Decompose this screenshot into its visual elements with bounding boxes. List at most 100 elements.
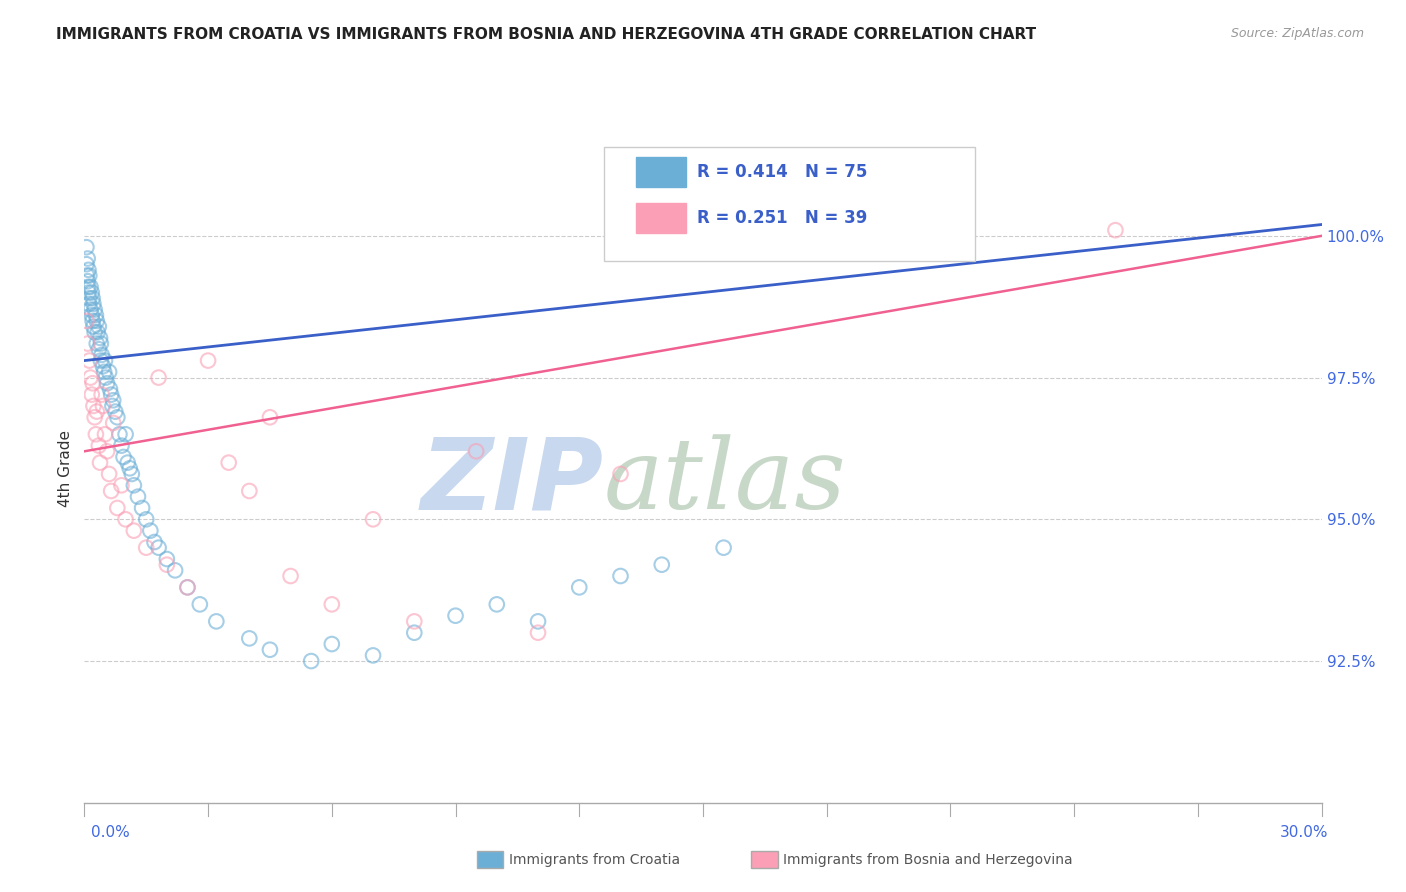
Point (98, 382, 121, 396)
Point (100, 387, 122, 401)
Text: Source: ZipAtlas.com: Source: ZipAtlas.com (1230, 27, 1364, 40)
Point (91, 399, 114, 413)
Point (94, 427, 117, 442)
Point (156, 552, 179, 566)
Point (280, 569, 302, 583)
Text: IMMIGRANTS FROM CROATIA VS IMMIGRANTS FROM BOSNIA AND HERZEGOVINA 4TH GRADE CORR: IMMIGRANTS FROM CROATIA VS IMMIGRANTS FR… (56, 27, 1036, 42)
Point (83, 302, 105, 317)
Point (527, 615, 550, 629)
Point (117, 456, 139, 470)
Point (86, 325, 108, 339)
Point (91, 359, 114, 374)
Point (90, 348, 112, 362)
Point (77, 263, 100, 277)
Text: 30.0%: 30.0% (1281, 825, 1329, 840)
Point (83, 325, 105, 339)
Point (205, 615, 228, 629)
Text: ZIP: ZIP (420, 434, 605, 530)
Point (104, 404, 127, 418)
Point (103, 416, 125, 430)
Point (148, 541, 170, 555)
Point (79, 370, 101, 384)
Point (89, 331, 111, 345)
Point (299, 654, 322, 668)
Point (165, 563, 187, 577)
Point (75, 257, 97, 271)
Point (77, 280, 100, 294)
Point (651, 558, 673, 572)
Point (103, 393, 125, 408)
Point (79, 291, 101, 305)
Point (82, 291, 104, 305)
Point (139, 524, 162, 538)
Point (361, 512, 384, 526)
FancyBboxPatch shape (605, 147, 976, 261)
Point (197, 353, 219, 368)
Point (80, 308, 103, 322)
Text: atlas: atlas (605, 434, 846, 529)
Point (75, 240, 97, 254)
Point (105, 500, 128, 515)
Point (96, 444, 118, 458)
FancyBboxPatch shape (636, 157, 686, 187)
Point (122, 524, 145, 538)
Point (114, 427, 136, 442)
Point (713, 541, 735, 555)
Point (82, 376, 104, 391)
Point (79, 353, 101, 368)
Point (82, 399, 104, 413)
Text: R = 0.251   N = 39: R = 0.251 N = 39 (697, 209, 868, 227)
Point (101, 399, 124, 413)
Point (485, 598, 508, 612)
Point (94, 353, 117, 368)
Point (87, 319, 110, 334)
Point (77, 297, 100, 311)
Point (76, 274, 98, 288)
Point (82, 319, 104, 334)
Point (114, 512, 136, 526)
Point (112, 450, 135, 464)
Point (76, 252, 98, 266)
Text: R = 0.414   N = 75: R = 0.414 N = 75 (697, 163, 868, 181)
Text: Immigrants from Bosnia and Herzegovina: Immigrants from Bosnia and Herzegovina (783, 853, 1073, 867)
Point (90, 353, 112, 368)
Point (238, 632, 260, 646)
Point (122, 478, 145, 492)
Point (98, 365, 121, 379)
Point (98, 467, 121, 481)
Y-axis label: 4th Grade: 4th Grade (58, 430, 73, 507)
Point (82, 314, 104, 328)
Point (96, 376, 118, 391)
Point (131, 500, 153, 515)
Point (87, 343, 110, 357)
Point (90, 387, 112, 401)
Point (118, 461, 141, 475)
Point (1104, 223, 1126, 237)
Point (77, 285, 100, 300)
Point (404, 625, 426, 640)
Point (83, 410, 105, 425)
Point (86, 336, 108, 351)
Point (105, 410, 128, 425)
Point (609, 467, 631, 481)
Point (86, 404, 108, 418)
Point (76, 268, 98, 283)
Point (188, 598, 211, 612)
Point (84, 308, 107, 322)
Point (321, 637, 343, 651)
Point (176, 580, 198, 594)
Point (75, 314, 97, 328)
Point (361, 648, 384, 663)
Point (568, 580, 591, 594)
Point (143, 535, 166, 549)
Point (100, 483, 122, 498)
Point (444, 608, 467, 623)
Point (80, 285, 103, 300)
Text: 0.0%: 0.0% (91, 825, 131, 840)
Point (76, 336, 98, 351)
Point (79, 302, 101, 317)
Point (86, 314, 108, 328)
Point (135, 512, 157, 526)
Point (218, 456, 240, 470)
Point (156, 558, 179, 572)
